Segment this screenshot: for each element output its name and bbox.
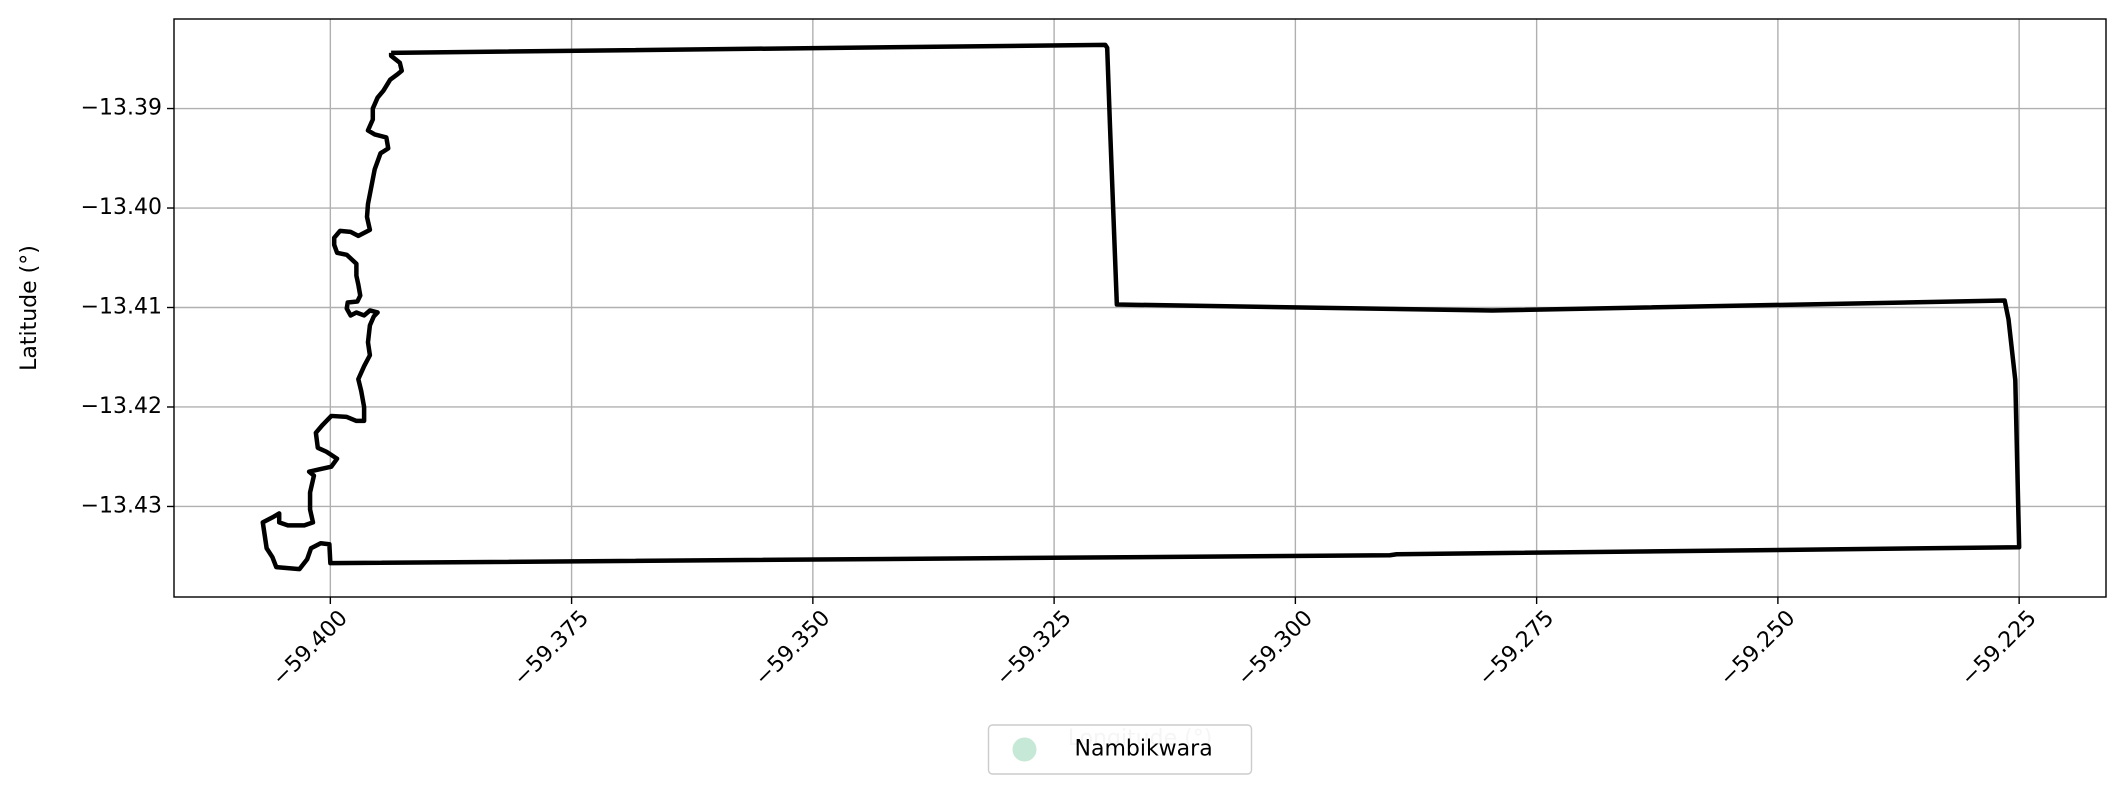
y-tick-label: −13.41 — [81, 295, 162, 320]
y-tick-label: −13.42 — [81, 394, 162, 419]
boundary-line — [260, 42, 2022, 572]
x-tick-label: −59.325 — [991, 606, 1076, 691]
x-tick-label: −59.225 — [1956, 606, 2041, 691]
legend-label: Nambikwara — [1075, 737, 1213, 762]
y-tick-label: −13.43 — [81, 493, 162, 518]
x-tick-label: −59.275 — [1474, 606, 1559, 691]
legend-marker — [1012, 737, 1037, 762]
y-axis-label: Latitude (°) — [17, 245, 42, 371]
x-tick-label: −59.300 — [1233, 606, 1318, 691]
y-tick-label: −13.40 — [81, 195, 162, 220]
x-tick-label: −59.250 — [1715, 606, 1800, 691]
plot-frame — [173, 18, 2107, 598]
x-tick-label: −59.350 — [750, 606, 835, 691]
legend-box — [987, 724, 1253, 775]
x-tick-label: −59.375 — [509, 606, 594, 691]
x-tick-label: −59.400 — [268, 606, 353, 691]
y-tick-label: −13.39 — [81, 96, 162, 121]
